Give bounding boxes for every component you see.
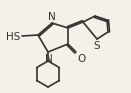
- Text: S: S: [94, 40, 100, 50]
- Text: O: O: [77, 54, 85, 64]
- Text: HS: HS: [6, 32, 20, 42]
- Text: N: N: [48, 12, 56, 21]
- Text: N: N: [45, 53, 53, 64]
